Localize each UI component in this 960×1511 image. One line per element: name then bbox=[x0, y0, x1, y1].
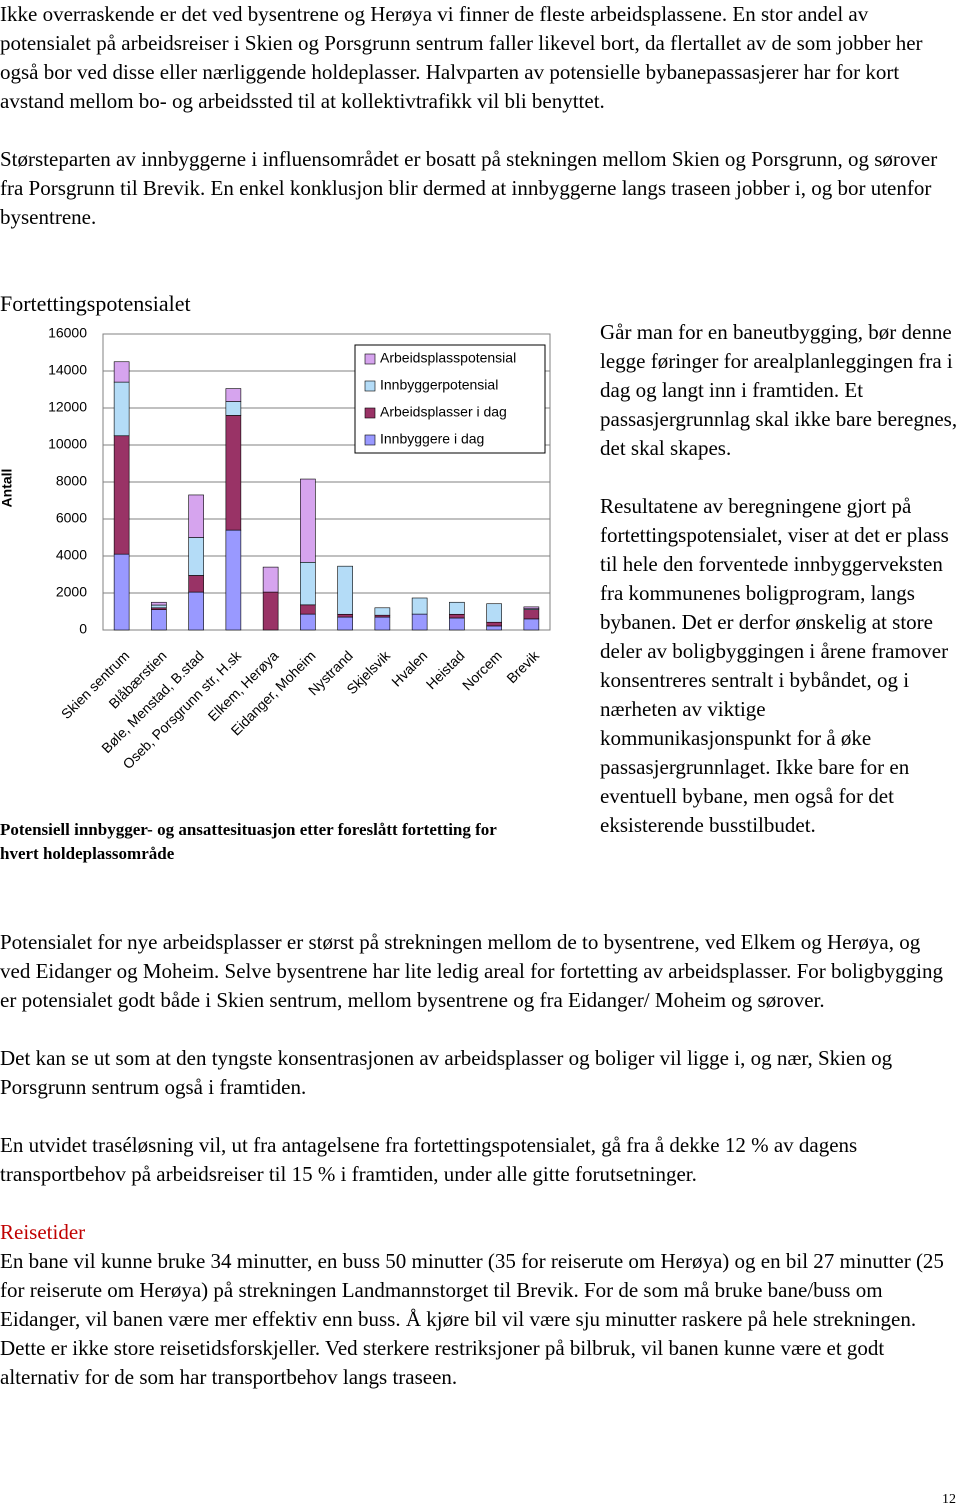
chart-caption: Potensiell innbygger- og ansattesituasjo… bbox=[0, 820, 497, 863]
x-tick-label: Brevik bbox=[503, 647, 543, 687]
bar-segment bbox=[374, 616, 391, 631]
bar-segment bbox=[225, 401, 242, 416]
top-text: Ikke overraskende er det ved bysentrene … bbox=[0, 0, 955, 261]
legend-label: Innbyggere i dag bbox=[380, 431, 484, 447]
paragraph: Går man for en baneutbygging, bør denne … bbox=[600, 320, 958, 460]
legend-box bbox=[354, 344, 546, 454]
bar-segment bbox=[188, 494, 204, 538]
bar-segment bbox=[188, 591, 204, 631]
bar-segment bbox=[449, 613, 465, 619]
legend-label: Arbeidsplasspotensial bbox=[380, 350, 516, 366]
bar-segment bbox=[151, 601, 167, 606]
bar-segment bbox=[486, 603, 502, 623]
x-tick-label: Norcem bbox=[459, 647, 505, 693]
bar-segment bbox=[113, 435, 130, 555]
bar-segment bbox=[449, 601, 465, 615]
bar-segment bbox=[523, 609, 540, 620]
legend-swatch bbox=[364, 434, 376, 446]
y-axis-label: Antall bbox=[0, 469, 15, 508]
bar-segment bbox=[486, 621, 502, 627]
bar-segment bbox=[225, 388, 242, 402]
bar-segment bbox=[151, 604, 167, 609]
bar-segment bbox=[300, 561, 316, 606]
side-text: Går man for en baneutbygging, bør denne … bbox=[600, 318, 960, 869]
page-number: 12 bbox=[942, 1492, 956, 1507]
bottom-text: Potensialet for nye arbeidsplasser er st… bbox=[0, 928, 955, 1421]
bar-segment bbox=[262, 566, 279, 593]
paragraph: Ikke overraskende er det ved bysentrene … bbox=[0, 2, 923, 113]
legend-swatch bbox=[364, 380, 376, 392]
y-tick-label: 16000 bbox=[48, 325, 87, 341]
paragraph: En utvidet traséløsning vil, ut fra anta… bbox=[0, 1133, 858, 1186]
section-text: En bane vil kunne bruke 34 minutter, en … bbox=[0, 1249, 944, 1389]
paragraph: Det kan se ut som at den tyngste konsent… bbox=[0, 1046, 893, 1099]
paragraph: Resultatene av beregningene gjort på for… bbox=[600, 494, 949, 837]
bar-segment bbox=[411, 613, 428, 631]
bar-segment bbox=[262, 591, 279, 631]
bar-segment bbox=[113, 361, 130, 383]
paragraph: Potensialet for nye arbeidsplasser er st… bbox=[0, 930, 943, 1012]
bar-segment bbox=[188, 537, 204, 576]
x-tick-label: Heistad bbox=[423, 647, 468, 692]
y-tick-label: 14000 bbox=[48, 362, 87, 378]
y-tick-label: 6000 bbox=[56, 510, 87, 526]
bar-segment bbox=[486, 625, 502, 631]
bottom-paragraphs: Potensialet for nye arbeidsplasser er st… bbox=[0, 928, 955, 1189]
legend-label: Innbyggerpotensial bbox=[380, 377, 498, 393]
bar-segment bbox=[225, 415, 242, 531]
heading: Fortettingspotensialet bbox=[0, 291, 191, 316]
bar-segment bbox=[188, 575, 204, 593]
bar-segment bbox=[523, 606, 540, 610]
legend-swatch bbox=[364, 407, 376, 419]
chart: Antall 0 2000 4000 6000 8000 10000 12000 14000 1… bbox=[0, 325, 551, 772]
bar-segment bbox=[300, 613, 316, 631]
y-tick-label: 8000 bbox=[56, 473, 87, 489]
bar-segment bbox=[337, 565, 353, 615]
y-tick-label: 10000 bbox=[48, 436, 87, 452]
bar-segment bbox=[337, 613, 353, 618]
bar-segment bbox=[225, 529, 242, 631]
bar-segment bbox=[411, 597, 428, 615]
bar-segment bbox=[374, 607, 391, 616]
bar-segment bbox=[113, 553, 130, 631]
legend-swatch bbox=[364, 353, 376, 365]
bar-segment bbox=[449, 617, 465, 631]
bar-segment bbox=[151, 609, 167, 631]
bar-segment bbox=[523, 618, 540, 631]
y-tick-label: 12000 bbox=[48, 399, 87, 415]
y-tick-label: 0 bbox=[79, 621, 87, 637]
section-heading: Reisetider bbox=[0, 1220, 86, 1244]
bar-segment bbox=[300, 478, 316, 563]
bar-segment bbox=[337, 616, 353, 631]
y-tick-label: 4000 bbox=[56, 547, 87, 563]
bar-segment bbox=[113, 381, 130, 437]
bar-segment bbox=[300, 604, 316, 615]
legend-label: Arbeidsplasser i dag bbox=[380, 404, 507, 420]
paragraph: Størsteparten av innbyggerne i influenso… bbox=[0, 147, 938, 229]
y-tick-label: 2000 bbox=[56, 584, 87, 600]
